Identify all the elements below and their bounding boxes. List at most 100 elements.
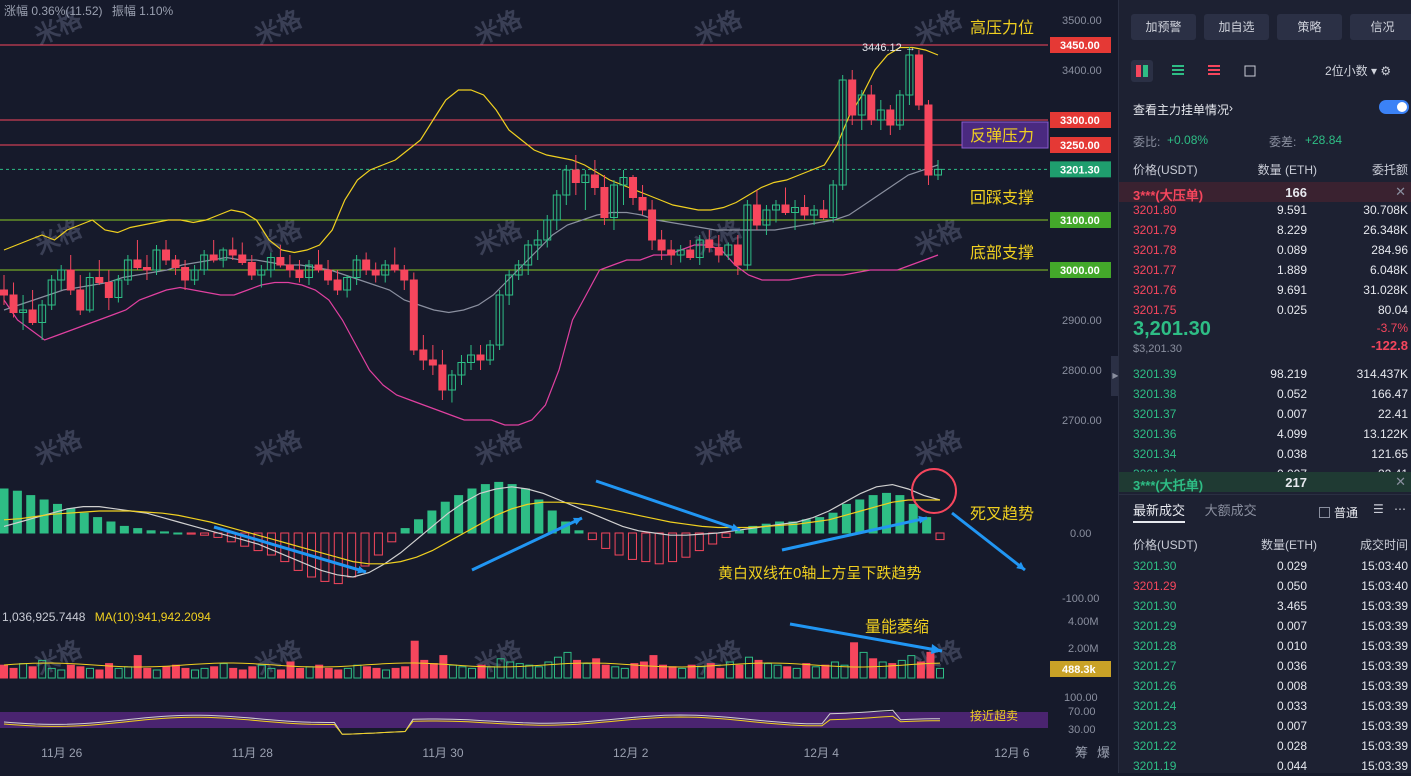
- asks-only-icon[interactable]: [1203, 60, 1225, 82]
- ask-row[interactable]: 3201.79 8.229 26.348K: [1119, 220, 1411, 240]
- bid-row[interactable]: 3201.37 0.007 22.41: [1119, 404, 1411, 424]
- volume-bar: [897, 659, 906, 679]
- trend-arrow: [951, 511, 1026, 572]
- volume-bar: [420, 659, 429, 679]
- trade-row[interactable]: 3201.30 0.029 15:03:40: [1119, 556, 1411, 576]
- volume-bar: [267, 667, 276, 679]
- price-tag-bg: [1050, 262, 1111, 278]
- volume-bar: [754, 659, 763, 679]
- ask-row[interactable]: 3201.75 0.025 80.04: [1119, 300, 1411, 320]
- trade-price: 3201.24: [1133, 699, 1177, 713]
- bid-wall-qty: 217: [1285, 475, 1307, 490]
- candle-body: [895, 94, 904, 126]
- ask-row[interactable]: 3201.78 0.089 284.96: [1119, 240, 1411, 260]
- trade-time: 15:03:39: [1361, 619, 1408, 633]
- close-icon[interactable]: ✕: [1395, 474, 1406, 489]
- bids-only-icon[interactable]: [1167, 60, 1189, 82]
- more-icon[interactable]: ⋯: [1394, 502, 1406, 516]
- macd-histogram-bar: [26, 495, 36, 534]
- trade-time: 15:03:39: [1361, 759, 1408, 773]
- annotation-high-resistance: 高压力位: [970, 19, 1034, 37]
- main-orders-toggle[interactable]: [1379, 100, 1409, 114]
- decimals-select[interactable]: 2位小数 ▾ ⚙: [1325, 64, 1392, 78]
- trade-row[interactable]: 3201.29 0.050 15:03:40: [1119, 576, 1411, 596]
- book-total-header[interactable]: 委托额: [1371, 163, 1408, 177]
- bid-row[interactable]: 3201.39 98.219 314.437K: [1119, 364, 1411, 384]
- volume-bar: [916, 661, 925, 679]
- candle-body: [228, 249, 237, 256]
- candle-body: [867, 94, 876, 121]
- volume-bar: [544, 661, 553, 679]
- trade-row[interactable]: 3201.26 0.008 15:03:39: [1119, 676, 1411, 696]
- price-axis-tick: 2800.00: [1062, 365, 1102, 377]
- collapse-panel-handle[interactable]: ▶: [1111, 356, 1120, 396]
- add-alert-button[interactable]: 加预警: [1131, 14, 1196, 40]
- chart-area[interactable]: 米格 米格 米格 米格 米格 米格 米格 米格 米格 米格 米格 米格 米格 米格 米格 米格 米格 米格 米格 米格…: [0, 0, 1111, 773]
- candle-body: [371, 269, 380, 276]
- trade-row[interactable]: 3201.30 3.465 15:03:39: [1119, 596, 1411, 616]
- strategy-button[interactable]: 策略: [1277, 14, 1342, 40]
- trade-row[interactable]: 3201.29 0.007 15:03:39: [1119, 616, 1411, 636]
- macd-histogram-bar: [400, 528, 410, 534]
- ask-row[interactable]: 3201.76 9.691 31.028K: [1119, 280, 1411, 300]
- price-tag-label: 3201.30: [1060, 164, 1100, 176]
- trade-row[interactable]: 3201.27 0.036 15:03:39: [1119, 656, 1411, 676]
- change-text: 涨幅 0.36%(11.52): [4, 4, 103, 18]
- arrow-head-icon: [357, 565, 366, 574]
- both-sides-icon[interactable]: [1131, 60, 1153, 82]
- info-button[interactable]: 信况: [1350, 14, 1411, 40]
- normal-filter[interactable]: 普通: [1319, 504, 1358, 521]
- trade-qty: 0.033: [1276, 699, 1307, 713]
- macd-histogram-bar: [908, 503, 918, 534]
- watermark-text: 米格: [31, 424, 87, 470]
- trade-qty-header[interactable]: 数量(ETH): [1261, 538, 1317, 552]
- ask-qty: 0.089: [1276, 243, 1307, 257]
- candle-body: [743, 204, 752, 266]
- trade-row[interactable]: 3201.24 0.033 15:03:39: [1119, 696, 1411, 716]
- ask-row[interactable]: 3201.77 1.889 6.048K: [1119, 260, 1411, 280]
- ask-row[interactable]: 3201.80 9.591 30.708K: [1119, 200, 1411, 220]
- candle-body: [104, 282, 113, 298]
- volume-bar: [38, 659, 47, 679]
- ask-wall-row[interactable]: 3***(大压单) 166 ✕: [1119, 182, 1411, 203]
- add-watchlist-button[interactable]: 加自选: [1204, 14, 1269, 40]
- candle-body: [181, 267, 190, 281]
- candle-body: [629, 177, 638, 198]
- watermark-text: 米格: [911, 424, 967, 470]
- trade-row[interactable]: 3201.22 0.028 15:03:39: [1119, 736, 1411, 756]
- trade-row[interactable]: 3201.23 0.007 15:03:39: [1119, 716, 1411, 736]
- right-panel: 加预警 加自选 策略 信况 2位小数 ▾ ⚙ 查看主力挂单情况 › 委比: +0…: [1118, 0, 1411, 773]
- book-qty-header[interactable]: 数量 (ETH): [1257, 163, 1317, 177]
- macd-histogram-bar: [574, 530, 584, 534]
- filter-icon[interactable]: ☰: [1373, 502, 1384, 516]
- bid-wall-row[interactable]: 3***(大托单) 217 ✕: [1119, 472, 1411, 493]
- tab-latest-trades[interactable]: 最新成交: [1133, 503, 1186, 523]
- settings-icon[interactable]: ⚙: [1380, 64, 1392, 78]
- candle-body: [47, 279, 56, 306]
- volume-bar: [582, 663, 591, 679]
- candle-body: [648, 209, 657, 241]
- watermark-text: 米格: [31, 214, 87, 260]
- mid-change-pct: -3.7%: [1376, 321, 1408, 335]
- trades-view-icon[interactable]: [1239, 60, 1261, 82]
- bid-row[interactable]: 3201.36 4.099 13.122K: [1119, 424, 1411, 444]
- candle-body: [381, 264, 390, 276]
- volume-bar: [229, 667, 238, 679]
- volume-bar: [76, 666, 85, 679]
- checkbox-icon[interactable]: [1319, 507, 1330, 518]
- trade-row[interactable]: 3201.19 0.044 15:03:39: [1119, 756, 1411, 776]
- trade-price-header: 价格(USDT): [1133, 538, 1198, 552]
- volume-bar: [515, 663, 524, 679]
- trade-time-header: 成交时间: [1359, 538, 1408, 552]
- trade-row[interactable]: 3201.28 0.010 15:03:39: [1119, 636, 1411, 656]
- bottom-tool-icon: 爆: [1097, 745, 1110, 760]
- bid-row[interactable]: 3201.38 0.052 166.47: [1119, 384, 1411, 404]
- tab-large-trades[interactable]: 大额成交: [1204, 503, 1257, 518]
- ask-total: 31.028K: [1363, 283, 1408, 297]
- bid-row[interactable]: 3201.34 0.038 121.65: [1119, 444, 1411, 464]
- view-main-orders[interactable]: 查看主力挂单情况 ›: [1119, 98, 1411, 118]
- volume-bar: [496, 658, 505, 679]
- volume-bar: [620, 667, 629, 679]
- close-icon[interactable]: ✕: [1395, 184, 1406, 199]
